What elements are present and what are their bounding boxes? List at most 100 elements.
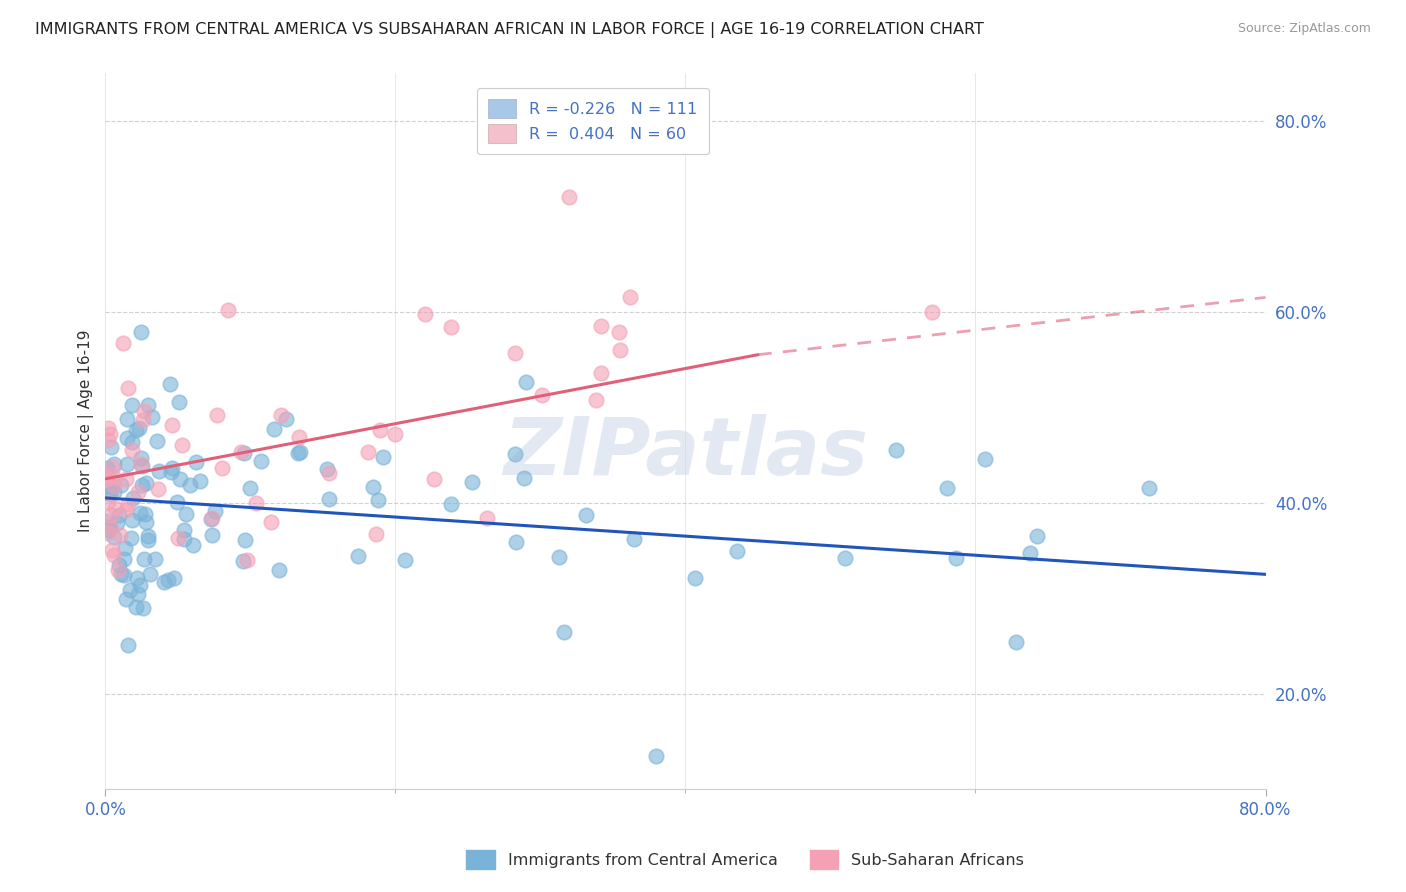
Point xyxy=(112,551,135,566)
Point xyxy=(94,472,117,486)
Point xyxy=(136,533,159,547)
Point xyxy=(1026,528,1049,542)
Point xyxy=(315,462,337,476)
Point xyxy=(233,446,256,460)
Point xyxy=(132,413,155,427)
Point xyxy=(129,578,152,592)
Point xyxy=(121,398,143,412)
Point xyxy=(205,409,228,423)
Legend: R = -0.226   N = 111, R =  0.404   N = 60: R = -0.226 N = 111, R = 0.404 N = 60 xyxy=(477,88,709,153)
Point xyxy=(129,506,152,520)
Point xyxy=(368,423,391,437)
Point xyxy=(97,495,120,509)
Point xyxy=(146,434,169,448)
Point xyxy=(167,531,190,545)
Point xyxy=(287,446,309,460)
Point xyxy=(274,411,297,425)
Point xyxy=(413,308,436,322)
Point xyxy=(589,318,612,333)
Point xyxy=(122,491,145,505)
Point xyxy=(232,554,254,568)
Point xyxy=(114,541,136,555)
Point xyxy=(103,485,125,500)
Point xyxy=(166,495,188,509)
Point xyxy=(259,515,281,529)
Point xyxy=(110,478,132,492)
Point xyxy=(118,583,141,598)
Point xyxy=(200,511,222,525)
Point xyxy=(112,335,135,350)
Text: Source: ZipAtlas.com: Source: ZipAtlas.com xyxy=(1237,22,1371,36)
Point xyxy=(114,471,136,485)
Point xyxy=(107,563,129,577)
Point xyxy=(125,423,148,437)
Point xyxy=(127,587,149,601)
Point xyxy=(97,526,120,541)
Point xyxy=(129,325,152,339)
Text: ZIPatlas: ZIPatlas xyxy=(503,414,868,491)
Point xyxy=(361,480,384,494)
Point xyxy=(460,475,482,490)
Point xyxy=(98,427,121,442)
Point xyxy=(114,503,136,517)
Point xyxy=(287,430,309,444)
Point xyxy=(170,438,193,452)
Point xyxy=(229,445,252,459)
Point xyxy=(156,573,179,587)
Point xyxy=(239,481,262,495)
Point xyxy=(159,376,181,391)
Point xyxy=(115,431,138,445)
Point xyxy=(921,304,943,318)
Point xyxy=(233,533,256,547)
Point xyxy=(1019,546,1042,560)
Point xyxy=(515,375,537,389)
Point xyxy=(131,457,153,471)
Point xyxy=(174,508,197,522)
Point xyxy=(318,491,340,506)
Point xyxy=(103,457,125,471)
Point xyxy=(173,523,195,537)
Point xyxy=(128,421,150,435)
Point xyxy=(235,553,257,567)
Point xyxy=(318,466,340,480)
Point xyxy=(143,552,166,566)
Point xyxy=(105,516,128,531)
Point xyxy=(100,508,122,522)
Point xyxy=(148,464,170,478)
Point xyxy=(204,504,226,518)
Point xyxy=(138,529,160,543)
Point xyxy=(115,457,138,471)
Point xyxy=(503,447,526,461)
Point xyxy=(367,492,389,507)
Point xyxy=(384,427,406,442)
Point xyxy=(188,474,211,488)
Point xyxy=(132,552,155,566)
Point xyxy=(115,412,138,426)
Point xyxy=(132,403,155,417)
Point xyxy=(98,519,121,533)
Point xyxy=(121,513,143,527)
Point xyxy=(103,530,125,544)
Point xyxy=(531,387,554,401)
Point xyxy=(609,343,631,357)
Point xyxy=(440,319,463,334)
Point xyxy=(167,394,190,409)
Point xyxy=(108,527,131,541)
Point xyxy=(1005,635,1028,649)
Point xyxy=(364,527,387,541)
Point xyxy=(973,451,995,466)
Point xyxy=(160,460,183,475)
Point xyxy=(249,454,271,468)
Point xyxy=(169,472,191,486)
Point xyxy=(607,325,630,339)
Point xyxy=(160,417,183,432)
Point xyxy=(217,302,239,317)
Point xyxy=(201,528,224,542)
Point xyxy=(127,484,149,499)
Point xyxy=(131,451,153,466)
Legend: Immigrants from Central America, Sub-Saharan Africans: Immigrants from Central America, Sub-Sah… xyxy=(460,844,1031,875)
Point xyxy=(100,441,122,455)
Point xyxy=(357,445,380,459)
Point xyxy=(94,515,117,529)
Point xyxy=(110,566,132,581)
